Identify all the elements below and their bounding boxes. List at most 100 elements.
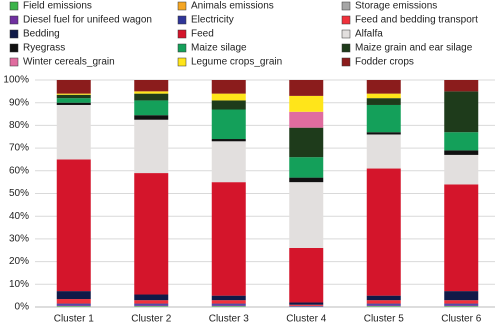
bar-segment — [134, 300, 169, 304]
bar-segment — [211, 182, 246, 296]
bar-segment — [289, 302, 324, 305]
legend-swatch — [341, 15, 351, 25]
bar-segment — [366, 295, 401, 301]
bar-segment — [444, 291, 479, 301]
bar-segment — [444, 150, 479, 155]
y-tick-label: 30% — [9, 234, 29, 245]
legend-label: Feed — [191, 29, 214, 40]
y-tick-label: 20% — [9, 256, 29, 267]
bar-segment — [56, 102, 91, 105]
legend-label: Alfalfa — [355, 29, 383, 40]
legend-label: Legume crops_grain — [191, 57, 282, 68]
legend-swatch — [177, 57, 187, 67]
bar-segment — [56, 304, 91, 306]
bar-segment — [366, 104, 401, 133]
y-tick-label: 90% — [9, 97, 29, 108]
legend-swatch — [177, 43, 187, 53]
legend-swatch — [341, 43, 351, 53]
bar-segment — [366, 305, 401, 307]
legend-swatch — [9, 1, 19, 11]
bar-segment — [211, 304, 246, 306]
bar-segment — [56, 303, 91, 305]
bar-segment — [211, 300, 246, 304]
bar-segment — [134, 93, 169, 101]
bar-segment — [289, 80, 324, 96]
legend-swatch — [341, 1, 351, 11]
bar-segment — [444, 184, 479, 292]
legend-label: Animals emissions — [191, 1, 274, 12]
bar-segment — [289, 182, 324, 248]
bar-segment — [211, 141, 246, 183]
legend-label: Diesel fuel for unifeed wagon — [23, 15, 152, 26]
y-tick-label: 100% — [3, 75, 29, 86]
bar-segment — [211, 139, 246, 142]
bar-segment — [289, 111, 324, 128]
bar-segment — [366, 168, 401, 296]
bar-segment — [289, 95, 324, 112]
bar-segment — [56, 291, 91, 300]
y-tick-label: 40% — [9, 211, 29, 222]
bar-segment — [444, 80, 479, 92]
bar-segment — [366, 300, 401, 304]
bar-segment — [134, 115, 169, 120]
bar-segment — [134, 303, 169, 305]
legend-label: Field emissions — [23, 1, 92, 12]
bar-segment — [366, 98, 401, 105]
bar-segment — [366, 134, 401, 169]
bar-segment — [56, 104, 91, 160]
legend-swatch — [9, 43, 19, 53]
bar-segment — [134, 119, 169, 174]
bar-segment — [211, 109, 246, 140]
bar-segment — [289, 177, 324, 183]
bar-segment — [289, 157, 324, 178]
bar-segment — [289, 127, 324, 158]
x-tick-label: Cluster 1 — [54, 314, 94, 325]
bar-segment — [444, 303, 479, 305]
bar-segment — [366, 132, 401, 135]
bar-segment — [444, 91, 479, 133]
bar-segment — [56, 159, 91, 292]
legend-label: Ryegrass — [23, 43, 65, 54]
bar-segment — [366, 304, 401, 306]
y-tick-label: 10% — [9, 279, 29, 290]
y-tick-label: 0% — [15, 302, 30, 313]
bar-segment — [134, 91, 169, 94]
bar-segment — [289, 304, 324, 306]
bar-segment — [56, 94, 91, 99]
legend-label: Feed and bedding transport — [355, 15, 478, 26]
bar-segment — [366, 93, 401, 99]
bar-segment — [134, 305, 169, 307]
legend-swatch — [9, 29, 19, 39]
bar-segment — [211, 93, 246, 101]
bar-segment — [211, 295, 246, 301]
x-tick-label: Cluster 6 — [441, 314, 481, 325]
bar-segment — [56, 305, 91, 307]
bar-segment — [211, 305, 246, 307]
bar-segment — [134, 294, 169, 301]
bar-segment — [444, 132, 479, 151]
bar-segment — [366, 80, 401, 94]
x-tick-label: Cluster 3 — [209, 314, 249, 325]
legend-swatch — [9, 57, 19, 67]
x-tick-label: Cluster 5 — [364, 314, 404, 325]
legend-swatch — [341, 29, 351, 39]
legend-label: Storage emissions — [355, 1, 437, 12]
legend-label: Electricity — [191, 15, 234, 26]
bar-segment — [134, 173, 169, 295]
bar-segment — [56, 98, 91, 103]
bar-segment — [211, 303, 246, 305]
legend-swatch — [177, 15, 187, 25]
bar-segment — [56, 93, 91, 95]
bar-segment — [444, 304, 479, 306]
legend-label: Bedding — [23, 29, 60, 40]
legend-label: Maize grain and ear silage — [355, 43, 473, 54]
legend-label: Maize silage — [191, 43, 247, 54]
legend-swatch — [341, 57, 351, 67]
bar-segment — [289, 305, 324, 307]
legend-swatch — [9, 15, 19, 25]
legend-label: Fodder crops — [355, 57, 414, 68]
bar-segment — [444, 154, 479, 185]
bar-segment — [56, 80, 91, 94]
legend-swatch — [177, 29, 187, 39]
